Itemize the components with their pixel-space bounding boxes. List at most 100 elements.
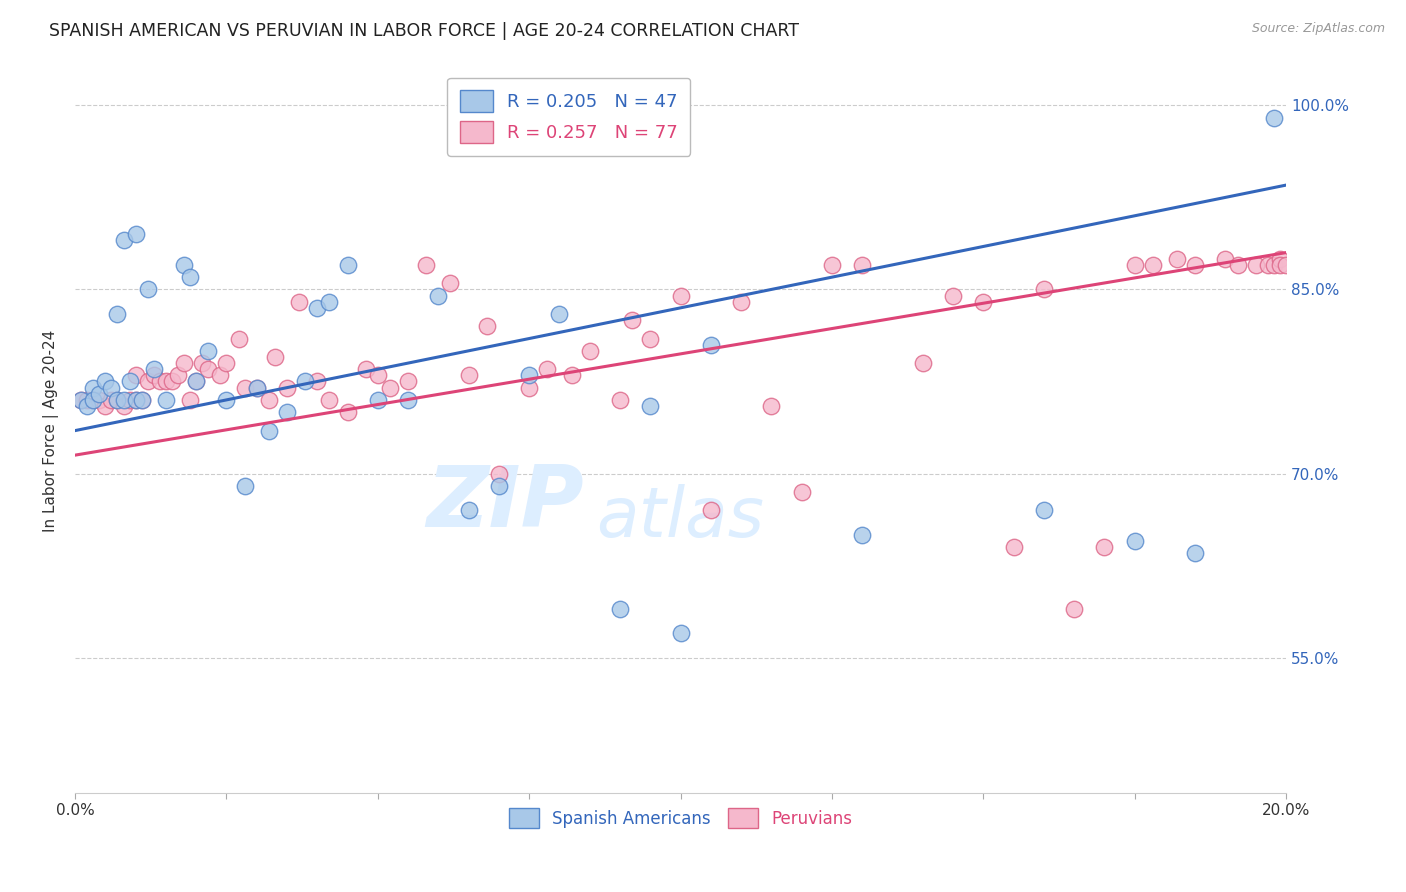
Point <box>197 343 219 358</box>
Point <box>276 405 298 419</box>
Point <box>136 375 159 389</box>
Point <box>1263 258 1285 272</box>
Point <box>1226 258 1249 272</box>
Point <box>76 392 98 407</box>
Point <box>82 392 104 407</box>
Point <box>336 405 359 419</box>
Point <box>318 392 340 407</box>
Point <box>246 381 269 395</box>
Y-axis label: In Labor Force | Age 20-24: In Labor Force | Age 20-24 <box>44 329 59 532</box>
Point <box>70 392 93 407</box>
Text: SPANISH AMERICAN VS PERUVIAN IN LABOR FORCE | AGE 20-24 CORRELATION CHART: SPANISH AMERICAN VS PERUVIAN IN LABOR FO… <box>49 22 799 40</box>
Point <box>1268 258 1291 272</box>
Point <box>790 485 813 500</box>
Point <box>911 356 934 370</box>
Point <box>82 381 104 395</box>
Point <box>82 392 104 407</box>
Point <box>1184 546 1206 560</box>
Point <box>257 424 280 438</box>
Point <box>1263 111 1285 125</box>
Point <box>1092 540 1115 554</box>
Point <box>1123 534 1146 549</box>
Point <box>1123 258 1146 272</box>
Point <box>233 381 256 395</box>
Point <box>415 258 437 272</box>
Point <box>1002 540 1025 554</box>
Point <box>1275 258 1298 272</box>
Point <box>94 375 117 389</box>
Point <box>70 392 93 407</box>
Point <box>1142 258 1164 272</box>
Point <box>160 375 183 389</box>
Point <box>1244 258 1267 272</box>
Point <box>396 375 419 389</box>
Point <box>131 392 153 407</box>
Point <box>761 399 783 413</box>
Point <box>76 399 98 413</box>
Point <box>367 392 389 407</box>
Point <box>191 356 214 370</box>
Point <box>318 294 340 309</box>
Point <box>228 332 250 346</box>
Point <box>638 332 661 346</box>
Point <box>307 375 329 389</box>
Point <box>942 288 965 302</box>
Point <box>215 356 238 370</box>
Point <box>851 258 873 272</box>
Point <box>536 362 558 376</box>
Point <box>112 399 135 413</box>
Point <box>107 392 129 407</box>
Point <box>107 307 129 321</box>
Point <box>233 479 256 493</box>
Point <box>142 362 165 376</box>
Point <box>367 368 389 383</box>
Point <box>173 258 195 272</box>
Text: ZIP: ZIP <box>426 461 583 544</box>
Point <box>186 375 208 389</box>
Point <box>179 392 201 407</box>
Point <box>124 227 146 242</box>
Point <box>149 375 172 389</box>
Point <box>427 288 450 302</box>
Point <box>669 288 692 302</box>
Point <box>475 319 498 334</box>
Point <box>439 277 461 291</box>
Point <box>155 375 177 389</box>
Point <box>107 392 129 407</box>
Point <box>179 270 201 285</box>
Point <box>89 386 111 401</box>
Point <box>288 294 311 309</box>
Point <box>209 368 232 383</box>
Point <box>89 392 111 407</box>
Point <box>457 503 479 517</box>
Point <box>396 392 419 407</box>
Point <box>354 362 377 376</box>
Point <box>1063 601 1085 615</box>
Point <box>517 368 540 383</box>
Point <box>517 381 540 395</box>
Point <box>700 337 723 351</box>
Point <box>488 479 510 493</box>
Point <box>972 294 994 309</box>
Point <box>142 368 165 383</box>
Point <box>124 392 146 407</box>
Point <box>488 467 510 481</box>
Point <box>1215 252 1237 266</box>
Point <box>851 528 873 542</box>
Text: Source: ZipAtlas.com: Source: ZipAtlas.com <box>1251 22 1385 36</box>
Point <box>1268 252 1291 266</box>
Point <box>609 601 631 615</box>
Point <box>264 350 287 364</box>
Point <box>124 368 146 383</box>
Point <box>136 282 159 296</box>
Point <box>700 503 723 517</box>
Point <box>112 233 135 247</box>
Legend: Spanish Americans, Peruvians: Spanish Americans, Peruvians <box>502 801 859 835</box>
Point <box>457 368 479 383</box>
Point <box>609 392 631 407</box>
Point <box>173 356 195 370</box>
Point <box>294 375 316 389</box>
Point <box>1257 258 1279 272</box>
Point <box>548 307 571 321</box>
Point <box>246 381 269 395</box>
